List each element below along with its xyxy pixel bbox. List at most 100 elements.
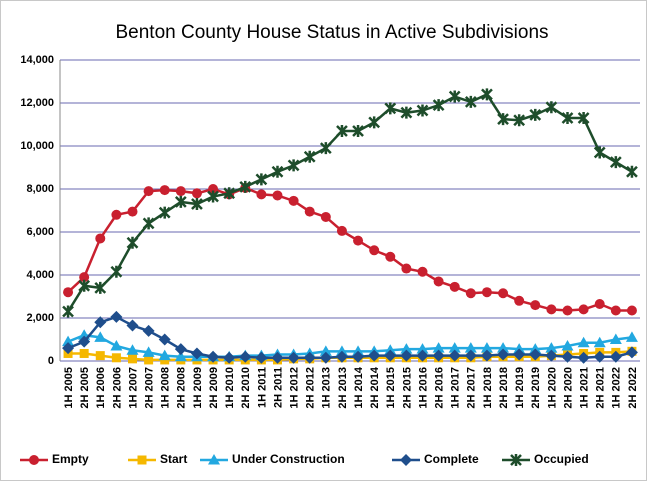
legend-marker — [29, 455, 39, 465]
marker — [561, 112, 574, 125]
marker — [385, 251, 396, 262]
marker — [498, 288, 509, 299]
x-tick-label: 1H 2021 — [579, 367, 591, 409]
marker — [127, 206, 138, 217]
marker — [304, 206, 315, 217]
x-tick-label: 2H 2005 — [79, 367, 91, 409]
marker — [368, 116, 381, 129]
marker — [208, 184, 219, 194]
marker — [513, 343, 526, 354]
marker — [142, 346, 155, 357]
marker — [223, 187, 236, 200]
x-tick-label: 2H 2010 — [240, 367, 252, 409]
marker — [545, 342, 558, 353]
x-tick-label: 2H 2016 — [434, 367, 446, 409]
marker — [464, 342, 477, 353]
marker — [464, 349, 477, 362]
x-tick-label: 1H 2010 — [224, 367, 236, 409]
marker — [319, 345, 332, 356]
x-tick-label: 1H 2013 — [321, 367, 333, 409]
marker — [593, 350, 606, 363]
marker — [416, 349, 429, 362]
x-tick-label: 2H 2020 — [562, 367, 574, 409]
marker — [63, 287, 74, 298]
legend-label: Under Construction — [232, 452, 345, 466]
x-tick-label: 1H 2015 — [385, 367, 397, 409]
marker — [610, 305, 621, 316]
marker — [174, 350, 187, 362]
marker — [593, 336, 606, 348]
x-tick-label: 1H 2007 — [127, 367, 139, 409]
marker — [400, 106, 413, 119]
marker — [174, 195, 187, 208]
marker — [190, 347, 203, 360]
x-tick-label: 1H 2022 — [611, 367, 623, 409]
y-tick-label: 0 — [48, 355, 54, 367]
y-tick-label: 6,000 — [26, 226, 54, 238]
legend-label: Empty — [52, 452, 89, 466]
marker — [369, 245, 380, 256]
marker — [578, 304, 589, 315]
marker — [433, 276, 444, 287]
marker — [497, 113, 509, 126]
marker — [593, 146, 606, 159]
x-tick-label: 2H 2011 — [272, 367, 284, 408]
marker — [78, 279, 91, 292]
marker — [432, 99, 445, 112]
marker — [416, 343, 429, 354]
marker — [529, 348, 542, 361]
marker — [256, 189, 267, 200]
marker — [336, 225, 347, 236]
marker — [94, 316, 107, 329]
marker — [255, 351, 268, 364]
marker — [481, 287, 492, 298]
legend-marker — [400, 454, 412, 466]
marker — [513, 114, 526, 127]
marker — [110, 339, 123, 351]
marker — [110, 310, 123, 323]
marker — [432, 349, 445, 362]
x-tick-label: 2H 2008 — [176, 367, 188, 409]
marker — [577, 112, 590, 125]
marker — [111, 209, 122, 220]
marker — [158, 349, 171, 361]
y-tick-label: 2,000 — [26, 312, 54, 324]
marker — [207, 190, 219, 203]
marker — [159, 185, 170, 196]
marker — [79, 272, 90, 283]
marker — [416, 104, 429, 117]
y-tick-label: 8,000 — [26, 183, 54, 195]
marker — [303, 150, 316, 163]
marker — [335, 350, 348, 363]
x-tick-label: 2H 2021 — [595, 367, 607, 409]
marker — [288, 195, 299, 206]
marker — [62, 342, 75, 355]
x-tick-label: 2H 2019 — [530, 367, 542, 409]
marker — [272, 190, 283, 201]
y-tick-label: 4,000 — [26, 269, 54, 281]
legend-marker — [510, 454, 522, 466]
marker — [94, 281, 107, 294]
x-tick-label: 1H 2006 — [95, 367, 107, 409]
marker — [449, 281, 460, 292]
marker — [62, 305, 74, 318]
marker — [497, 342, 510, 353]
x-tick-label: 2H 2014 — [369, 366, 381, 408]
marker — [320, 211, 331, 222]
marker — [128, 354, 137, 364]
x-tick-label: 2H 2018 — [498, 367, 510, 409]
marker — [529, 108, 542, 121]
marker — [335, 345, 348, 356]
marker — [448, 342, 461, 353]
marker — [609, 350, 622, 363]
marker — [626, 165, 638, 178]
marker — [158, 206, 171, 219]
marker — [432, 342, 445, 353]
marker — [545, 349, 558, 362]
chart-title: Benton County House Status in Active Sub… — [115, 22, 548, 43]
x-tick-label: 1H 2019 — [514, 367, 526, 409]
x-tick-label: 2H 2015 — [401, 367, 413, 409]
x-tick-label: 1H 2011 — [256, 367, 268, 408]
marker — [79, 348, 89, 358]
